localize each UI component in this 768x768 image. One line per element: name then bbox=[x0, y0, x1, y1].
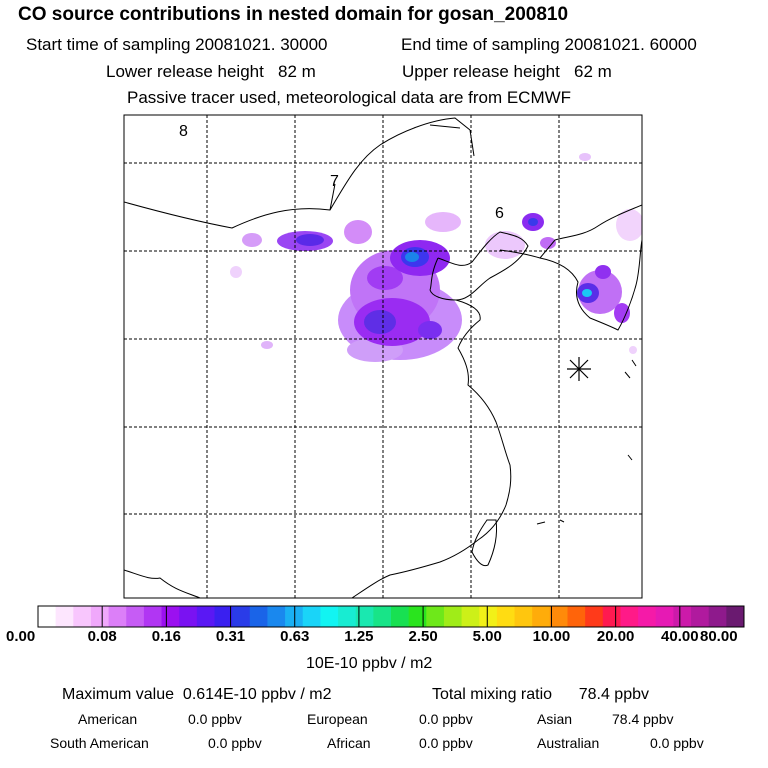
upper-release-height: Upper release height 62 m bbox=[402, 62, 612, 81]
region-value: 0.0 ppbv bbox=[419, 735, 473, 751]
colorbar-unit: 10E-10 ppbv / m2 bbox=[306, 655, 433, 672]
colorbar-tick-label: 5.00 bbox=[472, 628, 502, 645]
colorbar-tick-label: 0.31 bbox=[215, 628, 246, 645]
plume-edge bbox=[616, 209, 642, 241]
coastlines bbox=[124, 117, 642, 598]
region-value: 0.0 ppbv bbox=[650, 735, 704, 751]
colorbar-tick-label: 10.00 bbox=[532, 628, 571, 645]
region-value: 78.4 ppbv bbox=[612, 711, 674, 727]
border-line bbox=[469, 129, 475, 157]
region-name: American bbox=[78, 711, 138, 727]
plume-patch bbox=[595, 265, 611, 279]
border-line bbox=[124, 117, 471, 229]
plume-west-core bbox=[296, 234, 324, 246]
region-name: Australian bbox=[537, 735, 600, 751]
islands bbox=[536, 359, 637, 525]
receptor-marker bbox=[567, 357, 591, 381]
colorbar-tick-label: 1.25 bbox=[344, 628, 374, 645]
total-mixing-ratio: Total mixing ratio 78.4 ppbv bbox=[432, 686, 649, 703]
plume-mid bbox=[367, 266, 403, 290]
contour-label: 7 bbox=[330, 173, 339, 190]
colorbar-tick-label: 0.00 bbox=[6, 628, 36, 645]
colorbar-tick-label: 80.00 bbox=[700, 628, 738, 645]
border-line bbox=[329, 183, 336, 211]
plume-west-edge bbox=[242, 233, 262, 247]
plume-core bbox=[418, 321, 442, 339]
border-line bbox=[429, 124, 461, 129]
coastline bbox=[351, 299, 512, 598]
region-value: 0.0 ppbv bbox=[419, 711, 473, 727]
lower-release-height: Lower release height 82 m bbox=[106, 62, 316, 81]
region-name: European bbox=[307, 711, 368, 727]
coastline bbox=[124, 569, 201, 598]
plume-patch bbox=[344, 220, 372, 244]
plume-patch bbox=[540, 237, 556, 249]
plume-core bbox=[364, 310, 396, 334]
map-frame bbox=[123, 114, 643, 599]
region-value: 0.0 ppbv bbox=[188, 711, 242, 727]
plume-korea-north-core bbox=[528, 218, 538, 226]
contour-label: 8 bbox=[179, 123, 188, 140]
plume-patch bbox=[614, 303, 630, 323]
plume-patch bbox=[425, 212, 461, 232]
plume-max-center bbox=[405, 252, 419, 262]
region-name: African bbox=[327, 735, 371, 751]
region-name: Asian bbox=[537, 711, 573, 727]
source-map: 8 7 6 bbox=[123, 114, 643, 599]
coastline bbox=[429, 257, 439, 291]
colorbar-tick-label: 40.00 bbox=[661, 628, 699, 645]
plume-korea bbox=[578, 270, 622, 314]
maximum-value: Maximum value 0.614E-10 ppbv / m2 bbox=[62, 686, 332, 703]
end-time: End time of sampling 20081021. 60000 bbox=[401, 35, 697, 54]
colorbar-tick-label: 0.16 bbox=[151, 628, 181, 645]
taiwan bbox=[471, 519, 497, 567]
region-value: 0.0 ppbv bbox=[208, 735, 262, 751]
lat-lon-grid bbox=[124, 115, 642, 598]
plume-edge bbox=[629, 346, 637, 354]
colorbar-tick-label: 0.63 bbox=[280, 628, 310, 645]
colorbar-tick-label: 2.50 bbox=[408, 628, 438, 645]
region-name: South American bbox=[50, 735, 149, 751]
plume-edge bbox=[579, 153, 591, 161]
plume-edge bbox=[261, 341, 273, 349]
plume-fields bbox=[230, 153, 642, 362]
colorbar-tick-label: 0.08 bbox=[87, 628, 117, 645]
plume-korea-center bbox=[582, 289, 592, 297]
coastline bbox=[539, 239, 642, 331]
start-time: Start time of sampling 20081021. 30000 bbox=[26, 35, 328, 54]
contour-label: 6 bbox=[495, 205, 504, 222]
plume-edge bbox=[230, 266, 242, 278]
plume-patch bbox=[485, 231, 525, 259]
tracer-note: Passive tracer used, meteorological data… bbox=[127, 88, 572, 107]
colorbar-tick-label: 20.00 bbox=[596, 628, 635, 645]
page-title: CO source contributions in nested domain… bbox=[18, 4, 569, 25]
